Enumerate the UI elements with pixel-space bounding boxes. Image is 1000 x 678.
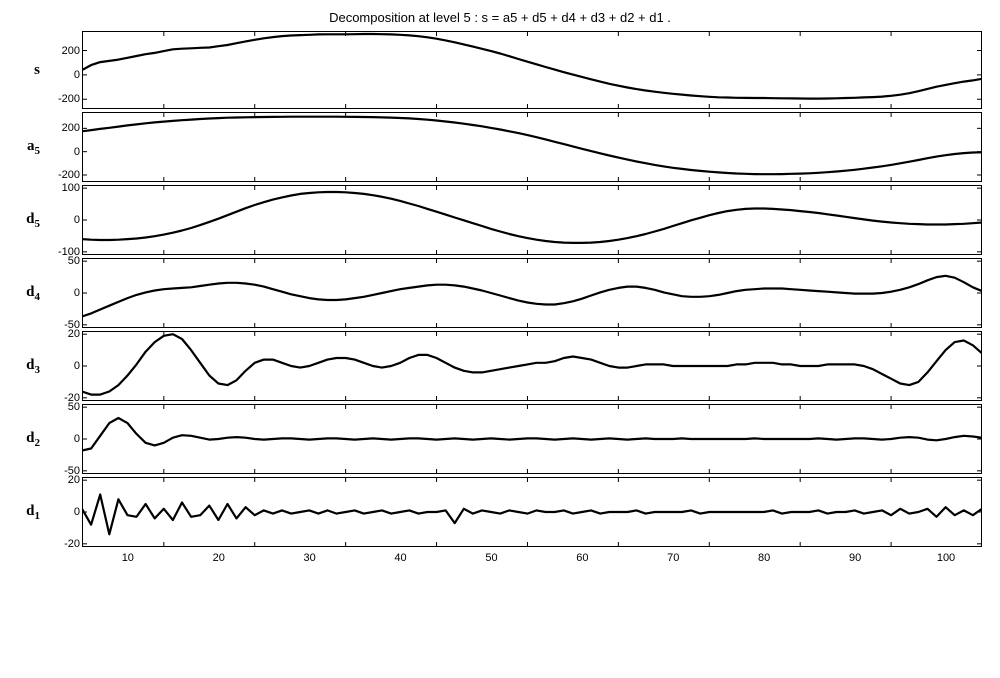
ytick-label: 200 bbox=[46, 122, 80, 134]
panel-a5: a5-200 0 200 bbox=[10, 112, 990, 182]
panel-d3: d3 -20020 bbox=[10, 331, 990, 401]
xtick-label: 10 bbox=[122, 552, 134, 564]
panel-label-a5: a5 bbox=[10, 138, 46, 157]
plot-svg-d1 bbox=[82, 477, 982, 547]
panel-d1: d1 -20 0 20 bbox=[10, 477, 990, 547]
panel-label-d4: d4 bbox=[10, 284, 46, 303]
series-line-s bbox=[82, 34, 982, 99]
series-line-d1 bbox=[82, 495, 982, 535]
yticklabels-d1: -20 0 20 bbox=[46, 477, 80, 547]
plot-svg-a5 bbox=[82, 112, 982, 182]
plot-wrap-d4: -50050 bbox=[82, 258, 990, 328]
panel-label-d5: d5 bbox=[10, 211, 46, 230]
ytick-label: 0 bbox=[46, 506, 80, 518]
series-line-a5 bbox=[82, 117, 982, 175]
ytick-label: 0 bbox=[46, 146, 80, 158]
series-line-d5 bbox=[82, 192, 982, 243]
yticklabels-a5: -200 0 200 bbox=[46, 112, 80, 182]
plot-svg-d3 bbox=[82, 331, 982, 401]
plot-border bbox=[83, 332, 982, 401]
ytick-label: 200 bbox=[46, 45, 80, 57]
xtick-label: 50 bbox=[485, 552, 497, 564]
panel-label-d1: d1 bbox=[10, 503, 46, 522]
plot-svg-d4 bbox=[82, 258, 982, 328]
panel-d5: d5 -1000100 bbox=[10, 185, 990, 255]
xtick-label: 40 bbox=[394, 552, 406, 564]
xtick-label: 80 bbox=[758, 552, 770, 564]
ytick-label: 0 bbox=[46, 69, 80, 81]
series-line-d2 bbox=[82, 418, 982, 451]
x-axis-ticks: 102030405060708090100 bbox=[46, 550, 946, 566]
yticklabels-d2: -50050 bbox=[46, 404, 80, 474]
panel-d2: d2 -50050 bbox=[10, 404, 990, 474]
ytick-label: 0 bbox=[46, 287, 80, 299]
series-line-d3 bbox=[82, 334, 982, 394]
ytick-label: 50 bbox=[46, 255, 80, 267]
panel-d4: d4 -50050 bbox=[10, 258, 990, 328]
xtick-label: 60 bbox=[576, 552, 588, 564]
panel-label-d2: d2 bbox=[10, 430, 46, 449]
xtick-label: 20 bbox=[213, 552, 225, 564]
ytick-label: 0 bbox=[46, 433, 80, 445]
ytick-label: 50 bbox=[46, 401, 80, 413]
plot-wrap-d5: -1000100 bbox=[82, 185, 990, 255]
ytick-label: -200 bbox=[46, 169, 80, 181]
ytick-label: 20 bbox=[46, 474, 80, 486]
xtick-label: 70 bbox=[667, 552, 679, 564]
yticklabels-d3: -20020 bbox=[46, 331, 80, 401]
ytick-label: 0 bbox=[46, 214, 80, 226]
decomposition-figure: Decomposition at level 5 : s = a5 + d5 +… bbox=[10, 10, 990, 566]
plot-svg-d5 bbox=[82, 185, 982, 255]
ytick-label: 100 bbox=[46, 182, 80, 194]
subplot-stack: s-2000200a5-2000200d5-1000100d4-50050d3-… bbox=[10, 31, 990, 547]
yticklabels-d4: -50050 bbox=[46, 258, 80, 328]
xtick-label: 90 bbox=[849, 552, 861, 564]
ytick-label: 20 bbox=[46, 328, 80, 340]
figure-title: Decomposition at level 5 : s = a5 + d5 +… bbox=[10, 10, 990, 25]
panel-s: s -200 0 200 bbox=[10, 31, 990, 109]
plot-svg-d2 bbox=[82, 404, 982, 474]
xtick-label: 30 bbox=[304, 552, 316, 564]
plot-wrap-d3: -20020 bbox=[82, 331, 990, 401]
yticklabels-s: -200 0 200 bbox=[46, 31, 80, 109]
xtick-label: 100 bbox=[937, 552, 955, 564]
plot-wrap-d2: -50050 bbox=[82, 404, 990, 474]
ytick-label: -20 bbox=[46, 538, 80, 550]
panel-label-d3: d3 bbox=[10, 357, 46, 376]
plot-wrap-a5: -2000200 bbox=[82, 112, 990, 182]
yticklabels-d5: -1000100 bbox=[46, 185, 80, 255]
ytick-label: -200 bbox=[46, 93, 80, 105]
series-line-d4 bbox=[82, 276, 982, 317]
ytick-label: 0 bbox=[46, 360, 80, 372]
panel-label-s: s bbox=[10, 62, 46, 79]
plot-svg-s bbox=[82, 31, 982, 109]
plot-wrap-s: -2000200 bbox=[82, 31, 990, 109]
plot-wrap-d1: -20020 bbox=[82, 477, 990, 547]
